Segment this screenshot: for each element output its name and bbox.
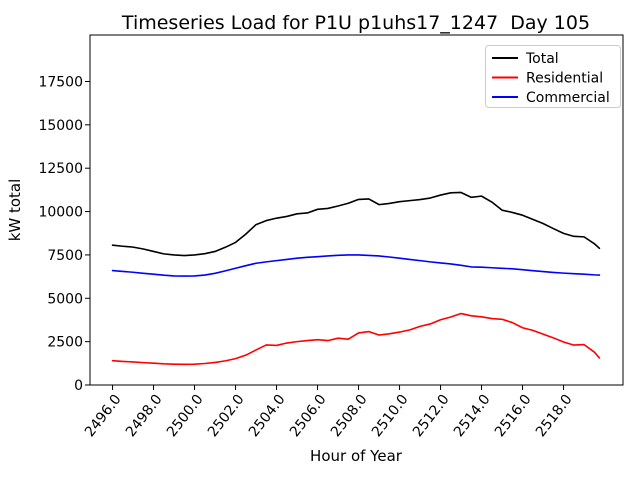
x-tick-label: 2516.0 bbox=[492, 392, 535, 440]
y-axis-label: kW total bbox=[6, 179, 24, 242]
x-tick-label: 2518.0 bbox=[533, 392, 576, 440]
x-tick-label: 2496.0 bbox=[82, 392, 125, 440]
y-tick-label: 5000 bbox=[47, 291, 83, 307]
chart-title: Timeseries Load for P1U p1uhs17_1247 Day… bbox=[121, 12, 590, 34]
plot-border bbox=[89, 34, 624, 386]
y-tick-label: 2500 bbox=[47, 335, 83, 351]
y-tick-label: 15000 bbox=[38, 118, 83, 134]
legend-label-commercial: Commercial bbox=[526, 90, 610, 106]
x-tick-label: 2512.0 bbox=[410, 392, 453, 440]
x-tick-label: 2500.0 bbox=[164, 392, 207, 440]
legend-box bbox=[485, 45, 621, 108]
series-line-commercial bbox=[111, 254, 601, 277]
x-tick-label: 2498.0 bbox=[123, 392, 166, 440]
x-tick-label: 2508.0 bbox=[328, 392, 371, 440]
x-axis-label: Hour of Year bbox=[310, 447, 403, 465]
y-tick-label: 12500 bbox=[38, 161, 83, 177]
y-tick-label: 17500 bbox=[38, 74, 83, 90]
y-tick-label: 0 bbox=[74, 378, 83, 394]
y-tick-label: 10000 bbox=[38, 205, 83, 221]
series-line-total bbox=[111, 191, 601, 257]
x-tick-label: 2510.0 bbox=[369, 392, 412, 440]
x-tick-label: 2502.0 bbox=[205, 392, 248, 440]
x-tick-label: 2506.0 bbox=[287, 392, 330, 440]
x-tick-label: 2504.0 bbox=[246, 392, 289, 440]
legend-label-residential: Residential bbox=[526, 71, 603, 87]
legend: Total Residential Commercial bbox=[485, 45, 621, 108]
series-line-residential bbox=[111, 312, 601, 366]
y-tick-label: 7500 bbox=[47, 248, 83, 264]
x-tick-label: 2514.0 bbox=[451, 392, 494, 440]
legend-label-total: Total bbox=[525, 51, 559, 67]
